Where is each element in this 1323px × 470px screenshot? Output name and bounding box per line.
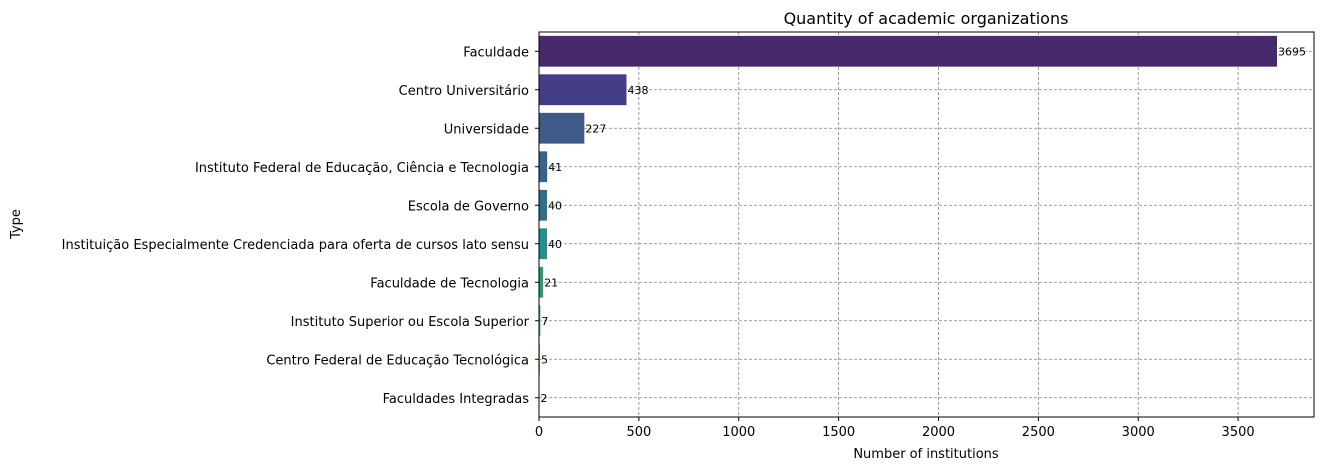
y-tick-label: Faculdades Integradas (383, 392, 530, 407)
x-tick-label: 3500 (1222, 425, 1255, 440)
y-axis-label: Type (9, 209, 24, 240)
y-tick-label: Centro Universitário (399, 84, 529, 99)
data-label: 3695 (1278, 45, 1306, 58)
x-tick-label: 2000 (922, 425, 955, 440)
grid-lines (538, 32, 1314, 417)
x-tick-label: 1000 (722, 425, 755, 440)
bars (539, 35, 1278, 414)
x-tick-label: 0 (535, 425, 543, 440)
x-tick-label: 500 (626, 425, 651, 440)
y-axis-tick-labels: Faculdade Centro Universitário Universidad… (62, 45, 539, 407)
y-tick-label: Instituto Federal de Educação, Ciência e… (195, 161, 529, 176)
data-labels: 3695 438 227 41 40 40 21 7 5 2 (541, 45, 1307, 405)
y-tick-label: Instituto Superior ou Escola Superior (291, 315, 530, 330)
x-tick-label: 2500 (1022, 425, 1055, 440)
y-tick-label: Escola de Governo (408, 199, 529, 214)
data-label: 40 (548, 238, 562, 251)
y-tick-label: Faculdade de Tecnologia (370, 276, 529, 291)
data-label: 21 (544, 276, 558, 289)
data-label: 227 (585, 122, 606, 135)
x-tick-label: 1500 (822, 425, 855, 440)
bar (539, 228, 547, 260)
chart-title: Quantity of academic organizations (784, 9, 1069, 28)
x-axis-label: Number of institutions (853, 447, 999, 462)
bar (539, 305, 541, 337)
x-tick-label: 3000 (1122, 425, 1155, 440)
bar (539, 189, 547, 221)
y-tick-label: Instituição Especialmente Credenciada pa… (62, 238, 529, 253)
x-axis-ticks: 0 500 1000 1500 2000 2500 3000 3500 (535, 417, 1255, 440)
bar (539, 35, 1278, 67)
y-tick-label: Universidade (444, 122, 529, 137)
data-label: 7 (541, 315, 548, 328)
bar (539, 74, 627, 106)
data-label: 2 (541, 392, 548, 405)
bar (539, 151, 548, 183)
data-label: 5 (541, 353, 548, 366)
data-label: 438 (627, 84, 648, 97)
y-tick-label: Faculdade (463, 45, 529, 60)
data-label: 40 (548, 199, 562, 212)
plot-frame (538, 31, 1315, 418)
bar (539, 112, 585, 144)
data-label: 41 (548, 161, 562, 174)
y-tick-label: Centro Federal de Educação Tecnológica (266, 353, 529, 368)
bar (539, 266, 544, 298)
